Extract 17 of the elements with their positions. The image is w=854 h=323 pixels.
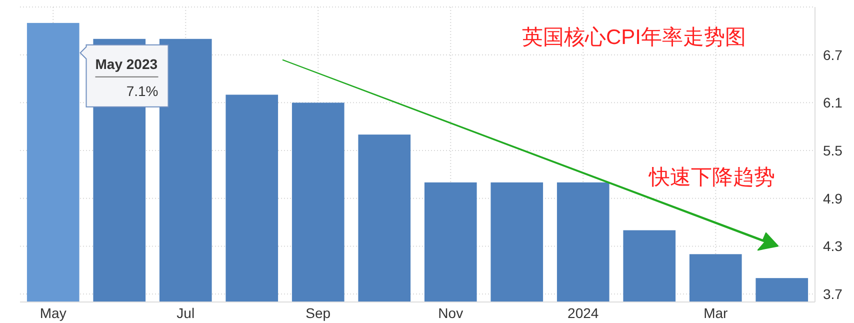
x-tick-label: Mar	[704, 305, 728, 321]
x-tick-label: Sep	[306, 305, 331, 321]
y-tick-label: 4.3	[823, 238, 843, 254]
y-tick-label: 3.7	[823, 286, 843, 302]
y-tick-label: 6.7	[823, 46, 843, 63]
y-tick-label: 4.9	[823, 190, 843, 206]
x-tick-label: Nov	[438, 305, 464, 321]
annotation: May 2023	[95, 56, 158, 72]
y-tick-label: 6.1	[823, 94, 843, 111]
x-tick-label: Jul	[176, 305, 195, 321]
text: 英国核心CPI年率走势图	[522, 26, 746, 49]
x-tick-label: 2024	[568, 305, 599, 321]
x-tick-label: May	[40, 305, 66, 321]
annotation: 7.1%	[126, 82, 158, 99]
annotation: 快速下降趋势	[648, 166, 775, 189]
tooltip: May 2023 7.1%	[80, 44, 169, 108]
y-tick-label: 5.5	[823, 142, 843, 159]
